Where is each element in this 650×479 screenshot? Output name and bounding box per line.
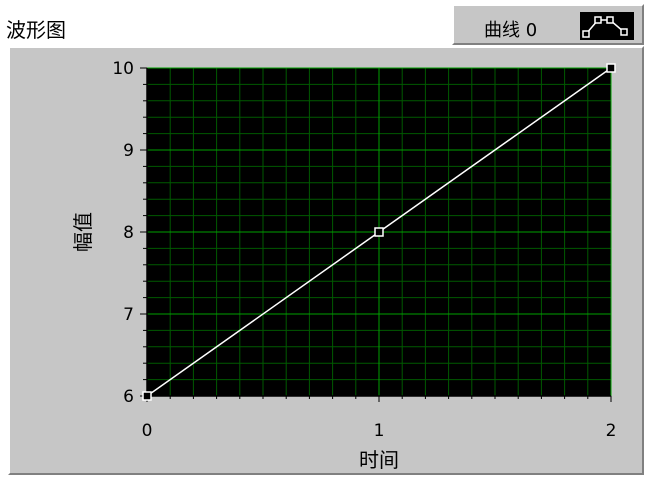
- y-tick-label: 6: [123, 387, 134, 407]
- line-with-square-markers-icon[interactable]: [580, 12, 634, 40]
- x-tick-label: 2: [606, 421, 617, 441]
- y-tick-label: 10: [112, 59, 134, 79]
- x-tick-label: 0: [142, 421, 153, 441]
- x-axis-title: 时间: [359, 448, 399, 472]
- graph-label: 波形图: [6, 18, 66, 42]
- plot-legend[interactable]: 曲线 0: [452, 4, 644, 45]
- data-point: [606, 63, 616, 73]
- legend-plot-name: 曲线 0: [484, 20, 538, 41]
- y-tick-label: 9: [123, 141, 134, 161]
- y-tick-label: 7: [123, 305, 134, 325]
- data-point: [142, 391, 152, 401]
- axis-ticks: 0 1 2 6 7 8 9 10: [112, 59, 616, 441]
- data-point: [374, 227, 384, 237]
- y-axis-title: 幅值: [71, 212, 95, 252]
- x-tick-label: 1: [374, 421, 385, 441]
- y-tick-label: 8: [123, 223, 134, 243]
- series-group: [142, 63, 616, 401]
